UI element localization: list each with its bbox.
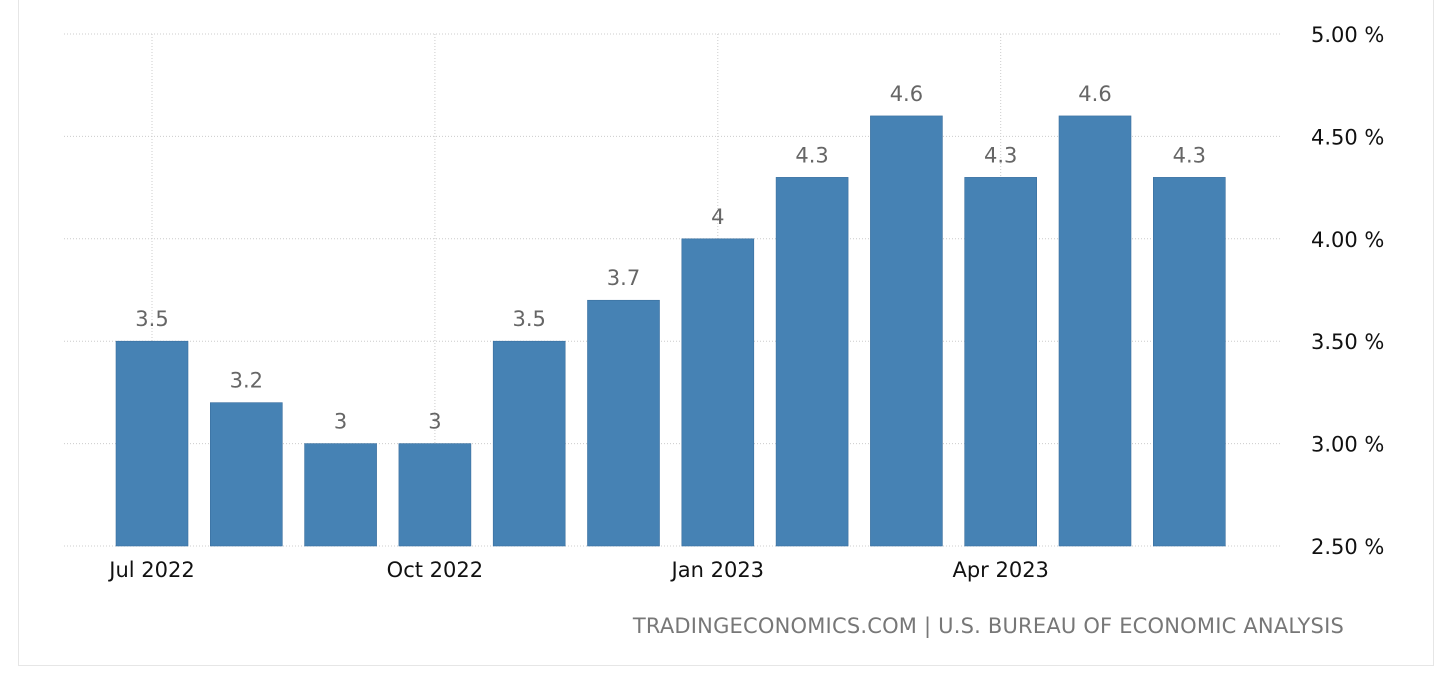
- bar-value-label: 3.7: [607, 266, 640, 290]
- y-tick-label: 5.00 %: [1311, 23, 1384, 47]
- bar-value-label: 4.3: [795, 143, 828, 167]
- bar: [1153, 177, 1226, 547]
- y-tick-label: 3.00 %: [1311, 433, 1384, 457]
- x-axis-ticks: Jul 2022 Oct 2022 Jan 2023 Apr 2023: [107, 558, 1049, 582]
- bar-value-label: 4.3: [1173, 143, 1206, 167]
- bars: [115, 115, 1226, 547]
- y-tick-label: 3.50 %: [1311, 330, 1384, 354]
- bar: [492, 340, 566, 547]
- y-tick-label: 4.50 %: [1311, 125, 1384, 149]
- bar-value-label: 4.6: [1078, 82, 1111, 106]
- bar-value-label: 3.5: [135, 307, 168, 331]
- bar: [1058, 115, 1132, 547]
- bar: [304, 443, 377, 547]
- x-tick-label: Oct 2022: [387, 558, 483, 582]
- bar-value-label: 3.5: [512, 307, 545, 331]
- y-axis-ticks: 2.50 % 3.00 % 3.50 % 4.00 % 4.50 % 5.00 %: [1311, 23, 1384, 559]
- bar-value-label: 4: [711, 205, 724, 229]
- bar-value-label: 3.2: [230, 369, 263, 393]
- bar: [775, 177, 849, 547]
- x-tick-label: Jul 2022: [107, 558, 194, 582]
- bar: [210, 402, 283, 547]
- bar-chart: 3.5 3.2 3 3 3.5 3.7 4 4.3 4.6 4.3 4.6 4.3 2.50 % 3.0…: [64, 23, 1384, 582]
- source-credit: TRADINGECONOMICS.COM | U.S. BUREAU OF EC…: [632, 614, 1344, 638]
- bar: [870, 115, 943, 547]
- bar: [398, 443, 472, 547]
- x-tick-label: Apr 2023: [952, 558, 1048, 582]
- bar: [681, 238, 755, 547]
- bar: [115, 340, 189, 547]
- bar: [587, 299, 660, 547]
- x-tick-label: Jan 2023: [670, 558, 765, 582]
- bar-value-label: 4.6: [890, 82, 923, 106]
- y-tick-label: 4.00 %: [1311, 228, 1384, 252]
- bar-value-labels: 3.5 3.2 3 3 3.5 3.7 4 4.3 4.6 4.3 4.6 4.3: [135, 82, 1206, 434]
- bar: [964, 177, 1038, 547]
- chart-frame: 3.5 3.2 3 3 3.5 3.7 4 4.3 4.6 4.3 4.6 4.3 2.50 % 3.0…: [18, 0, 1434, 666]
- bar-value-label: 3: [334, 410, 347, 434]
- bar-value-label: 3: [428, 410, 441, 434]
- y-tick-label: 2.50 %: [1311, 535, 1384, 559]
- bar-value-label: 4.3: [984, 143, 1017, 167]
